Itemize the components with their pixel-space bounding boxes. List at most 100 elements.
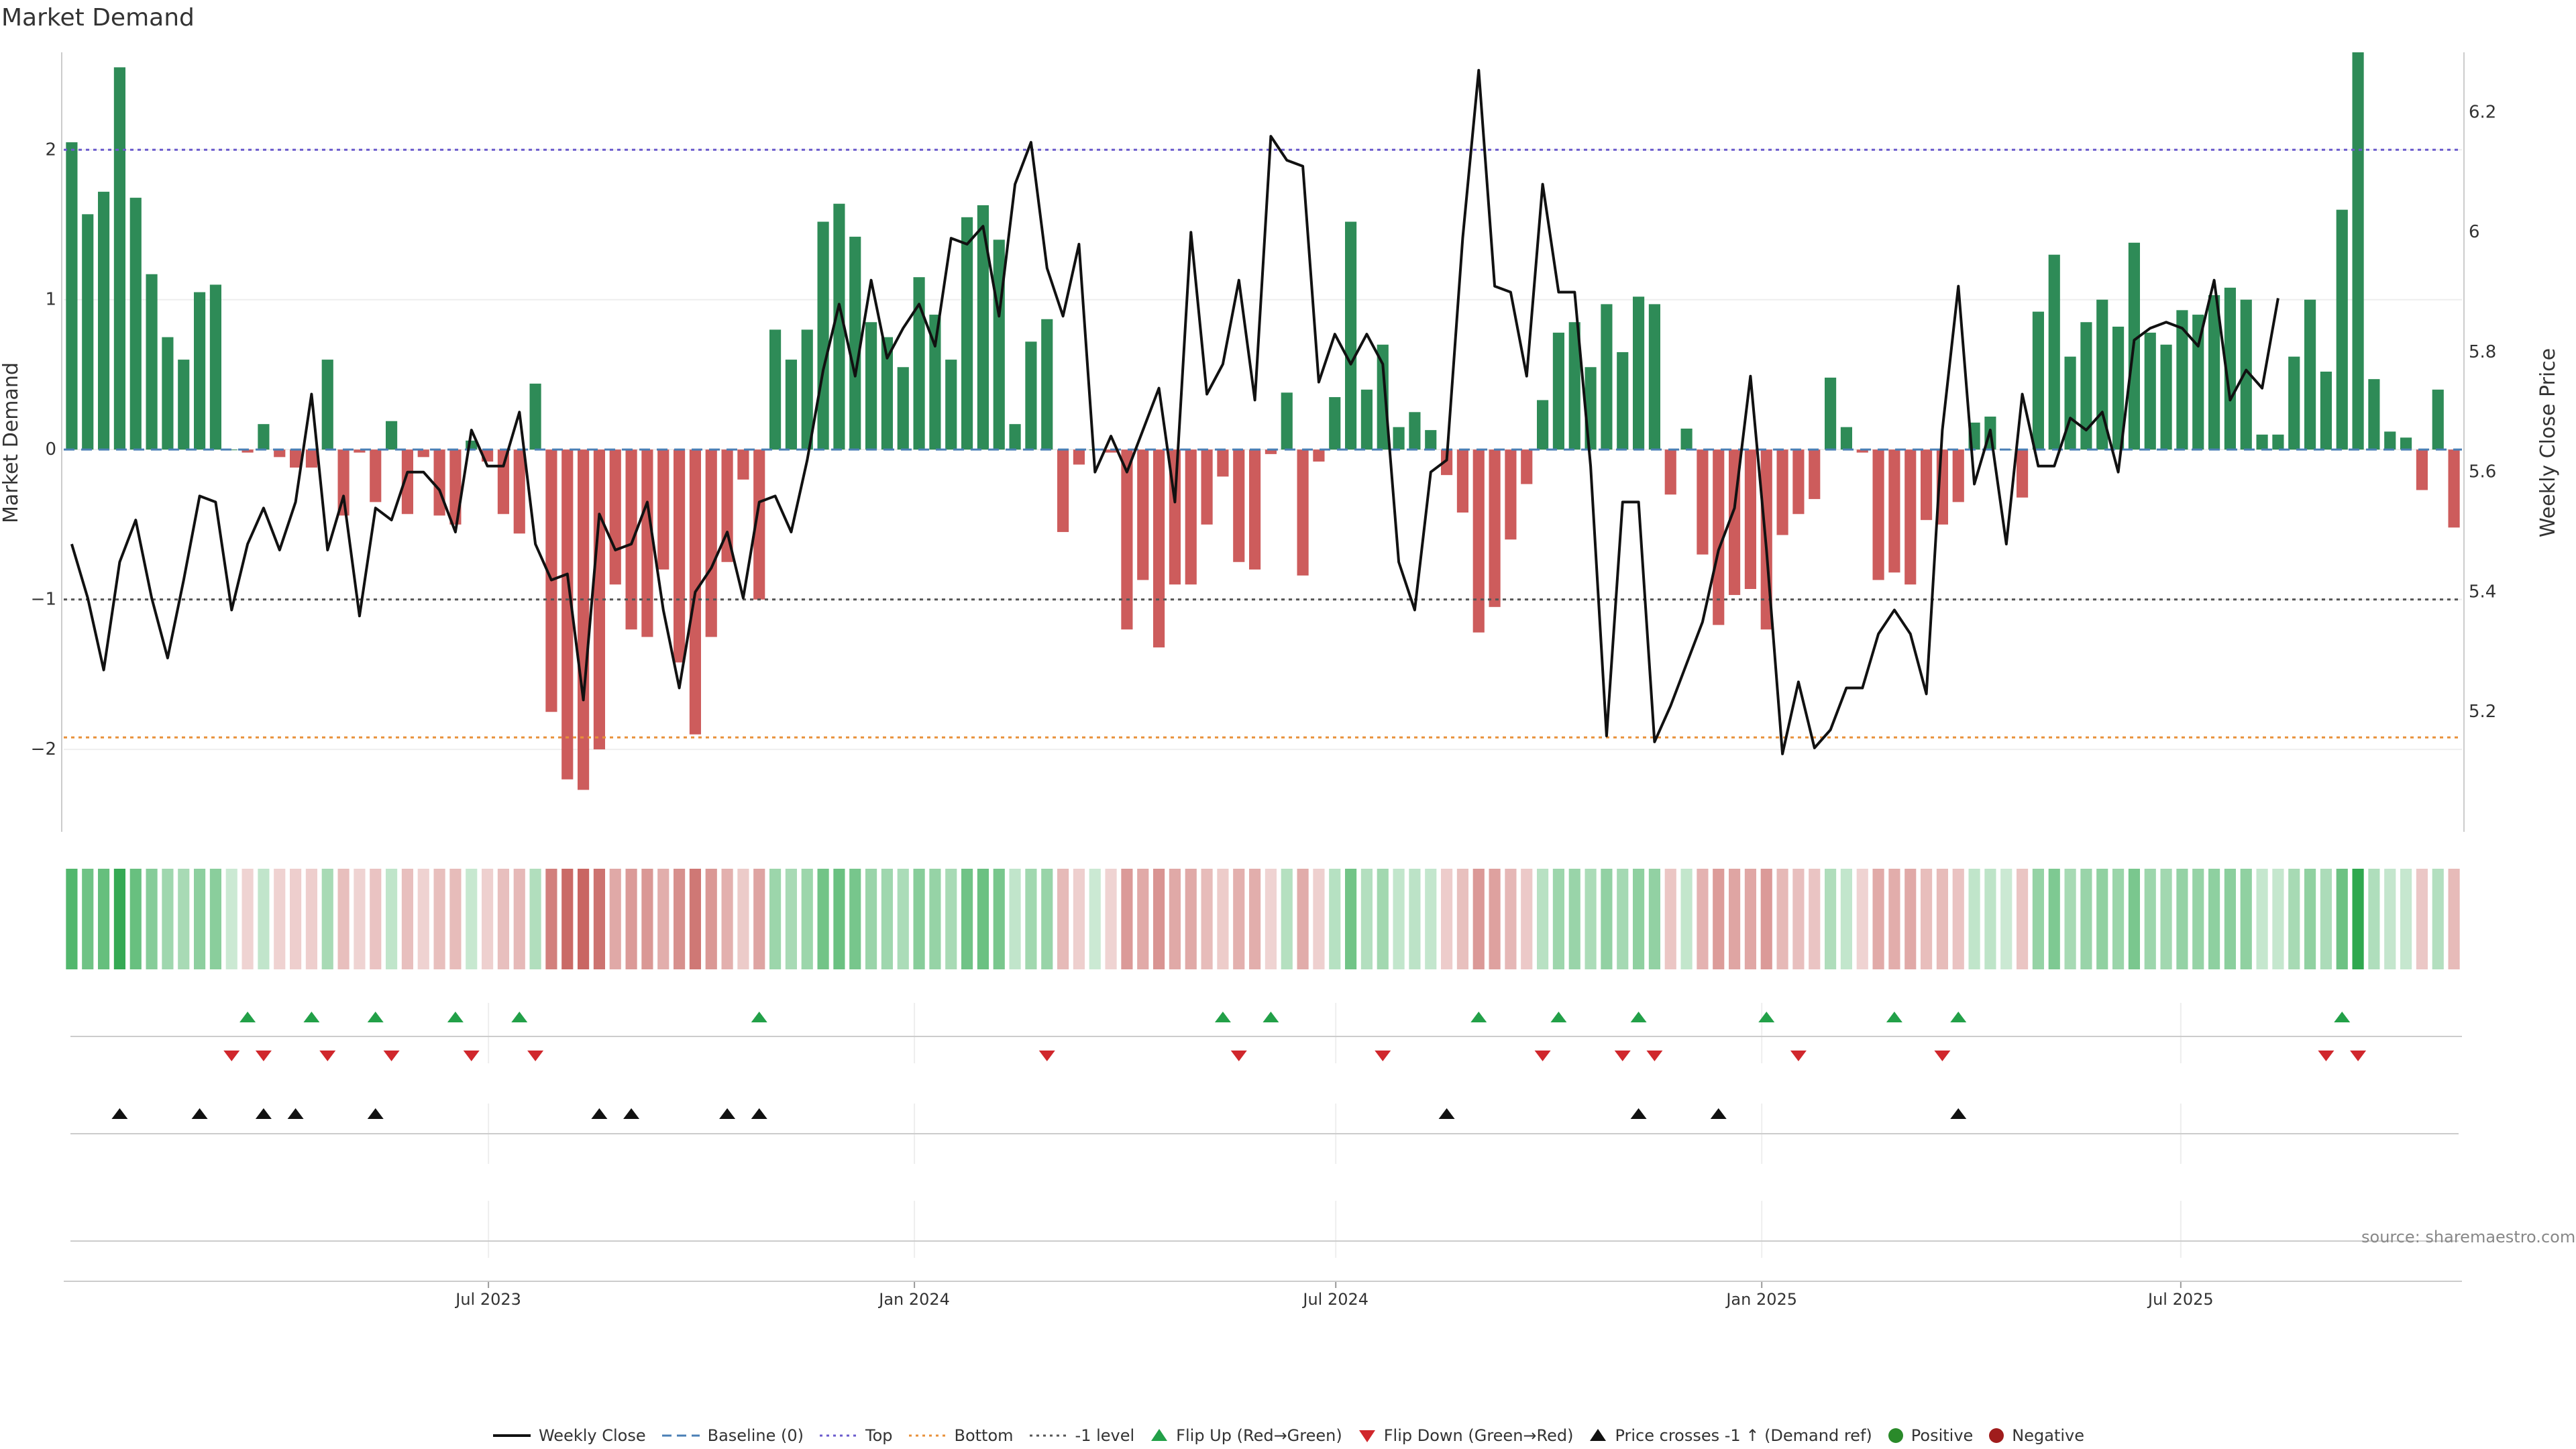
demand-bar [1217,449,1229,477]
demand-bar [513,449,525,534]
heat-cell [209,869,221,969]
demand-bar [1856,449,1868,453]
heat-cell [1888,869,1900,969]
legend: Weekly Close Baseline (0) Top Bottom -1 … [0,1422,2576,1449]
heat-cell [1664,869,1676,969]
heat-cell [993,869,1005,969]
legend-label: Baseline (0) [707,1426,804,1445]
flip-up-marker [239,1012,256,1022]
demand-bar [2160,344,2172,450]
heat-cell [929,869,941,969]
demand-bar [753,449,765,600]
heat-cell [1345,869,1357,969]
heat-cell [1073,869,1085,969]
demand-bar [2112,326,2125,450]
heat-cell [1840,869,1852,969]
y-right-tick-label: 5.6 [2469,462,2496,482]
demand-bar [1425,430,1437,450]
heat-cell [578,869,590,969]
heat-cell [2224,869,2236,969]
heat-cell [961,869,973,969]
heat-cell [2240,869,2252,969]
heat-cell [386,869,398,969]
heat-cell [2288,869,2300,969]
heat-cell [1697,869,1709,969]
flip-up-marker [1550,1012,1567,1022]
demand-bar [1009,424,1021,450]
heat-cell [1105,869,1117,969]
price-cross-marker [255,1108,272,1119]
flip-up-marker [751,1012,767,1022]
heat-cell [1265,869,1277,969]
demand-bar [1809,449,1821,499]
demand-bar [2352,52,2364,450]
heat-cell [2128,869,2140,969]
heat-cell [1297,869,1309,969]
flip-up-marker [1758,1012,1775,1022]
heat-cell [162,869,174,969]
heat-cell [1713,869,1725,969]
y-right-tick-label: 5.2 [2469,702,2496,722]
heat-cell [801,869,813,969]
demand-bar [1840,427,1852,450]
heat-cell [1633,869,1645,969]
demand-bar [1041,319,1053,450]
heat-cell [2336,869,2348,969]
demand-bar [977,205,989,450]
flip-down-marker [1534,1051,1551,1061]
demand-bar [993,239,1005,450]
heat-cell [945,869,957,969]
heat-cell [2432,869,2444,969]
demand-bar [386,421,398,450]
price-cross-marker [287,1108,304,1119]
heat-cell [2176,869,2188,969]
heat-cell [1057,869,1069,969]
heat-cell [833,869,845,969]
heat-cell [674,869,686,969]
heat-cell [785,869,797,969]
demand-bar [2336,209,2348,450]
y-axis-title: Market Demand [0,362,23,523]
y-right-tick-label: 6.2 [2469,102,2496,122]
heat-cell [2048,869,2060,969]
heat-cell [2144,869,2156,969]
x-tick-label: Jul 2024 [1301,1290,1368,1309]
price-cross-marker [1950,1108,1967,1119]
heat-cell [1776,869,1788,969]
heat-cell [1393,869,1405,969]
legend-minus-one: -1 level [1028,1426,1134,1445]
demand-bar [1265,449,1277,454]
demand-bar [721,449,733,562]
flip-down-marker [463,1051,480,1061]
heat-cell [641,869,653,969]
heat-cell [146,869,158,969]
flip-down-marker [1614,1051,1631,1061]
demand-bar [1249,449,1261,570]
demand-bar [2032,311,2044,450]
heat-cell [1680,869,1693,969]
heat-cell [290,869,302,969]
heat-cell [1409,869,1421,969]
heat-cell [2032,869,2044,969]
heat-cell [2017,869,2029,969]
legend-baseline: Baseline (0) [661,1426,804,1445]
demand-bar [2400,437,2412,450]
heat-cell [1425,869,1437,969]
demand-bar [1121,449,1133,630]
flip-up-marker [367,1012,384,1022]
demand-bar [1025,341,1037,450]
demand-bar [337,449,350,516]
demand-bar [129,197,142,450]
heat-cell [2272,869,2284,969]
heat-cell [2192,869,2204,969]
demand-bar [2048,254,2060,450]
y-right-tick-label: 5.8 [2469,342,2496,362]
legend-label: Price crosses -1 ↑ (Demand ref) [1615,1426,1872,1445]
heat-cell [2384,869,2396,969]
legend-positive: Positive [1887,1426,1973,1445]
heat-cell [881,869,893,969]
demand-bar [1456,449,1468,513]
demand-bar [82,214,94,450]
demand-bar [1185,449,1197,585]
flip-down-marker [223,1051,240,1061]
